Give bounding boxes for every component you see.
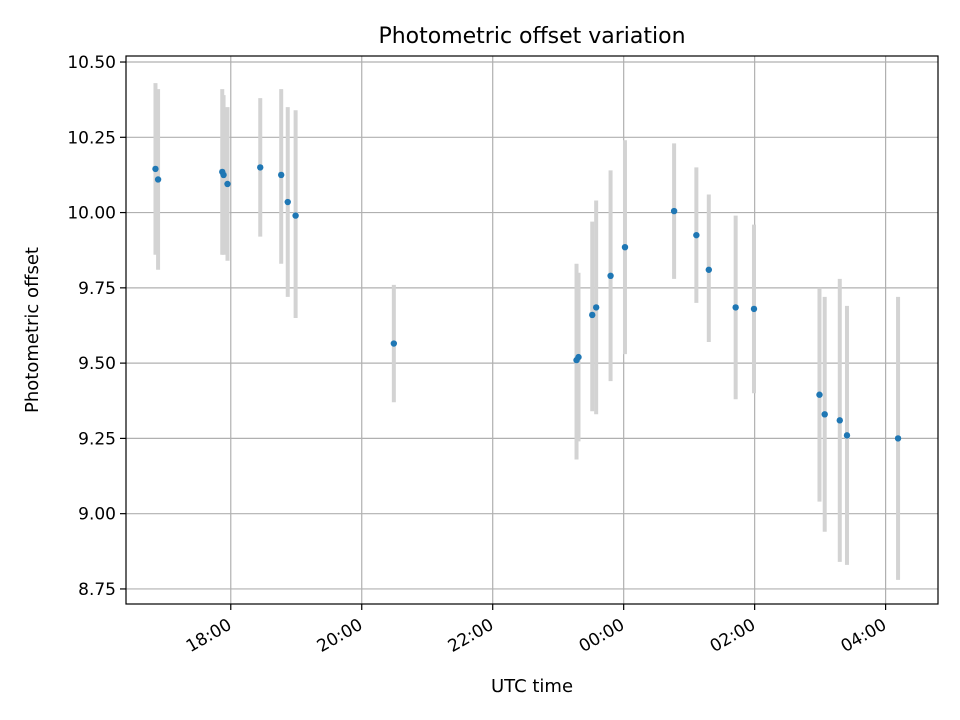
data-point bbox=[705, 266, 713, 273]
x-tick-label: 00:00 bbox=[576, 615, 628, 657]
x-axis-label: UTC time bbox=[491, 676, 573, 697]
data-point bbox=[390, 340, 398, 347]
data-point bbox=[670, 207, 678, 215]
y-axis-label: Photometric offset bbox=[22, 247, 43, 413]
data-points bbox=[152, 164, 902, 442]
data-point bbox=[292, 212, 299, 219]
data-point bbox=[257, 164, 264, 171]
y-tick-label: 8.75 bbox=[78, 580, 116, 600]
y-tick-label: 9.00 bbox=[78, 505, 116, 525]
x-tick-label: 04:00 bbox=[838, 615, 890, 657]
data-point bbox=[152, 165, 159, 173]
data-point bbox=[836, 417, 843, 424]
data-point bbox=[843, 432, 851, 439]
data-point bbox=[607, 272, 614, 280]
data-point bbox=[589, 311, 596, 319]
data-point bbox=[894, 435, 902, 442]
y-tick-label: 9.75 bbox=[78, 279, 116, 299]
plot-frame bbox=[125, 55, 939, 605]
x-tick-label: 18:00 bbox=[183, 615, 235, 657]
grid bbox=[126, 56, 938, 604]
y-tick-label: 10.25 bbox=[67, 128, 116, 148]
chart-title: Photometric offset variation bbox=[378, 24, 685, 49]
data-point bbox=[592, 304, 600, 311]
data-point bbox=[821, 411, 828, 418]
data-point bbox=[621, 243, 629, 251]
x-tick-label: 22:00 bbox=[445, 615, 497, 657]
x-tick-label: 02:00 bbox=[707, 615, 759, 657]
y-tick-label: 9.50 bbox=[78, 354, 116, 374]
y-tick-label: 10.50 bbox=[67, 53, 116, 73]
data-point bbox=[284, 198, 291, 206]
x-axis-ticks: 18:00 20:00 22:00 00:00 02:00 04:00 bbox=[183, 604, 890, 657]
data-point bbox=[750, 305, 758, 313]
data-point bbox=[224, 180, 231, 188]
y-tick-label: 9.25 bbox=[78, 429, 116, 449]
data-point bbox=[693, 231, 700, 239]
data-point bbox=[732, 304, 739, 311]
y-axis-ticks: 8.75 9.00 9.25 9.50 9.75 10.00 10.25 10.50 bbox=[67, 53, 126, 600]
data-point bbox=[816, 391, 823, 398]
data-point bbox=[220, 171, 227, 179]
data-point bbox=[154, 176, 162, 183]
data-point bbox=[575, 353, 582, 361]
data-point bbox=[277, 171, 285, 179]
x-tick-label: 20:00 bbox=[314, 615, 366, 657]
error-bars bbox=[153, 83, 901, 580]
y-tick-label: 10.00 bbox=[67, 204, 116, 224]
